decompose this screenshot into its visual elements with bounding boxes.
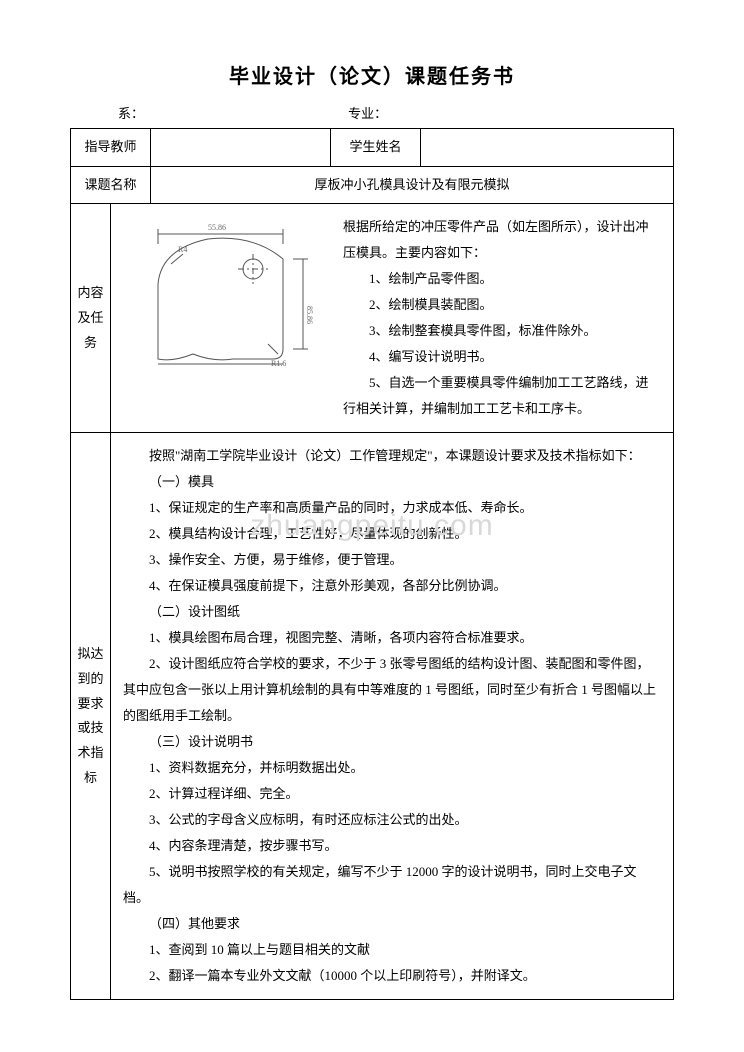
svg-text:R1.6: R1.6 [271, 359, 286, 368]
task-item: 5、自选一个重要模具零件编制加工工艺路线，进行相关计算，并编制加工工艺卡和工序卡… [343, 370, 661, 422]
svg-text:R4: R4 [178, 245, 187, 254]
task-item: 1、绘制产品零件图。 [343, 266, 661, 292]
task-item: 2、绘制模具装配图。 [343, 292, 661, 318]
svg-text:55.86: 55.86 [208, 223, 226, 232]
advisor-value [151, 129, 331, 167]
sub-header: 系： 专业： [70, 103, 674, 122]
req-item: 1、模具绘图布局合理，视图完整、清晰，各项内容符合标准要求。 [123, 625, 661, 651]
req-item: 2、计算过程详细、完全。 [123, 781, 661, 807]
advisor-label: 指导教师 [71, 129, 151, 167]
req-item: 4、在保证模具强度前提下，注意外形美观，各部分比例协调。 [123, 573, 661, 599]
tasks-text: 根据所给定的冲压零件产品（如左图所示），设计出冲压模具。主要内容如下： 1、绘制… [343, 214, 661, 422]
row-advisor: 指导教师 学生姓名 [71, 129, 674, 167]
major-label: 专业： [348, 103, 670, 122]
student-label: 学生姓名 [331, 129, 421, 167]
req-item: 3、公式的字母含义应标明，有时还应标注公式的出处。 [123, 807, 661, 833]
req-s3-title: （三）设计说明书 [123, 729, 661, 755]
req-item: 3、操作安全、方便，易于维修，便于管理。 [123, 547, 661, 573]
row-topic: 课题名称 厚板冲小孔模具设计及有限元模拟 [71, 166, 674, 204]
tasks-side-label: 内容及任务 [71, 204, 111, 433]
page-title: 毕业设计（论文）课题任务书 [70, 60, 674, 89]
req-item: 1、资料数据充分，并标明数据出处。 [123, 755, 661, 781]
req-item: 1、保证规定的生产率和高质量产品的同时，力求成本低、寿命长。 [123, 495, 661, 521]
student-value [421, 129, 674, 167]
req-item: 5、说明书按照学校的有关规定，编写不少于 12000 字的设计说明书，同时上交电… [123, 859, 661, 911]
tasks-cell: 55.86 85.86 R4 R1.6 根据所给定的冲压零件产品（如左图所示），… [111, 204, 674, 433]
row-requirements: 拟达到的要求或技术指标 按照"湖南工学院毕业设计（论文）工作管理规定"，本课题设… [71, 433, 674, 1000]
requirements-cell: 按照"湖南工学院毕业设计（论文）工作管理规定"，本课题设计要求及技术指标如下： … [111, 433, 674, 1000]
dept-label: 系： [74, 103, 348, 122]
tasks-intro: 根据所给定的冲压零件产品（如左图所示），设计出冲压模具。主要内容如下： [343, 214, 661, 266]
req-s2-title: （二）设计图纸 [123, 599, 661, 625]
req-item: 2、模具结构设计合理，工艺性好，尽量体现的创新性。 [123, 521, 661, 547]
svg-text:85.86: 85.86 [305, 306, 314, 324]
req-s1-title: （一）模具 [123, 469, 661, 495]
requirements-side-label: 拟达到的要求或技术指标 [71, 433, 111, 1000]
part-diagram: 55.86 85.86 R4 R1.6 [123, 214, 333, 374]
req-item: 4、内容条理清楚，按步骤书写。 [123, 833, 661, 859]
req-item: 2、设计图纸应符合学校的要求，不少于 3 张零号图纸的结构设计图、装配图和零件图… [123, 651, 661, 729]
req-item: 2、翻译一篇本专业外文文献（10000 个以上印刷符号），并附译文。 [123, 963, 661, 989]
req-s4-title: （四）其他要求 [123, 911, 661, 937]
row-tasks: 内容及任务 [71, 204, 674, 433]
task-item: 4、编写设计说明书。 [343, 344, 661, 370]
req-item: 1、查阅到 10 篇以上与题目相关的文献 [123, 937, 661, 963]
topic-value: 厚板冲小孔模具设计及有限元模拟 [151, 166, 674, 204]
task-table: 指导教师 学生姓名 课题名称 厚板冲小孔模具设计及有限元模拟 内容及任务 [70, 128, 674, 1000]
req-intro: 按照"湖南工学院毕业设计（论文）工作管理规定"，本课题设计要求及技术指标如下： [123, 443, 661, 469]
topic-label: 课题名称 [71, 166, 151, 204]
task-item: 3、绘制整套模具零件图，标准件除外。 [343, 318, 661, 344]
